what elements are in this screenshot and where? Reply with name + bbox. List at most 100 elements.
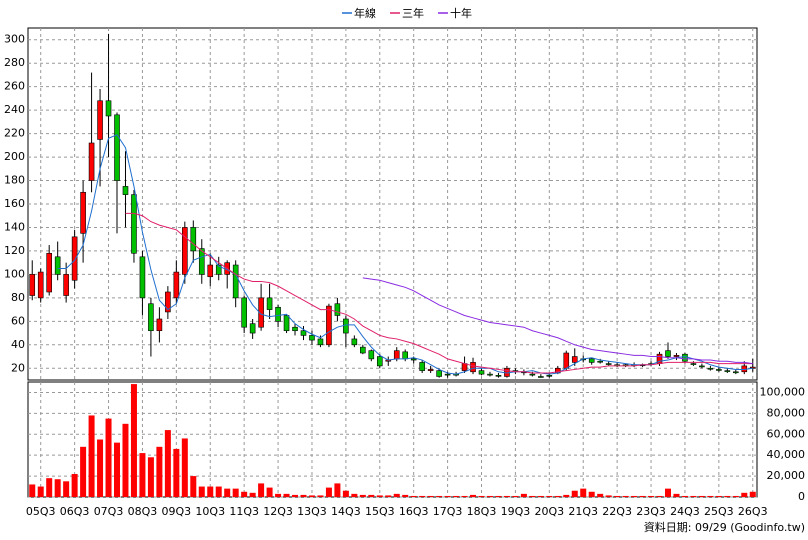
candle-body [80,191,86,234]
candle-body [733,371,739,374]
ma-line [125,212,753,374]
y-tick-label: 260 [4,80,25,93]
candle-body [376,356,383,367]
candle-body [682,353,688,362]
candle-body [97,100,103,140]
x-tick-label: 09Q3 [162,505,192,518]
volume-bar [139,453,146,497]
volume-bar [232,488,239,497]
volume-bar [554,495,561,497]
y-tick-label: 60 [11,314,25,327]
volume-bar [495,495,502,497]
x-tick-label: 19Q3 [501,505,531,518]
candle-body [334,303,341,316]
volume-bar [105,418,112,497]
y2-tick-label: 0 [798,490,805,503]
volume-bar [419,495,426,497]
volume-bar [470,494,477,497]
volume-bar [266,487,273,497]
x-tick-label: 17Q3 [433,505,463,518]
y2-tick-label: 20,000 [767,469,806,482]
y2-tick-label: 40,000 [767,448,806,461]
candle-body [707,367,714,370]
candle-body [351,338,358,346]
volume-bar [444,495,451,497]
volume-bar [664,488,671,497]
volume-bar [300,494,307,497]
candle-body [139,256,146,299]
candle-body [605,363,612,365]
candle-body [122,186,129,195]
y2-tick-label: 60,000 [767,427,806,440]
candle-body [114,114,120,181]
candle-body [37,271,44,299]
x-tick-label: 15Q3 [365,505,395,518]
y-tick-label: 100 [4,267,25,280]
volume-bar [461,495,468,497]
candle-body [529,373,536,376]
volume-bar [190,476,197,497]
candle-body [699,365,705,368]
y-tick-label: 180 [4,174,25,187]
candle-body [266,297,273,310]
volume-bar [122,423,129,497]
candle-body [232,264,239,299]
y-tick-label: 80 [11,291,25,304]
y-tick-label: 120 [4,244,25,257]
x-tick-label: 21Q3 [568,505,598,518]
x-tick-label: 24Q3 [670,505,700,518]
volume-bar [563,494,570,497]
candle-body [275,306,281,322]
candle-body [487,373,493,376]
volume-bar [707,495,714,497]
volume-bar [37,486,44,497]
volume-bar [546,495,553,497]
volume-bar [325,487,332,497]
candle-body [419,362,425,371]
volume-bar [342,490,349,497]
volume-bar [181,438,188,497]
y-tick-label: 300 [4,33,25,46]
candle-body [46,252,52,293]
volume-bar [681,495,688,497]
volume-bar [156,446,163,497]
candle-body [470,362,476,373]
candle-body [54,256,61,275]
candle-body [241,297,247,328]
volume-bar [334,483,341,497]
volume-bar [503,495,510,497]
volume-bar [410,495,417,497]
volume-bar [631,495,638,497]
candle-body [131,194,137,254]
y-tick-label: 20 [11,361,25,374]
x-tick-label: 16Q3 [399,505,429,518]
x-tick-label: 05Q3 [26,505,56,518]
volume-bar [605,495,612,497]
candle-body [317,338,324,346]
volume-bar [258,483,265,497]
candle-body [29,274,36,296]
candle-body [571,356,578,363]
volume-bar [376,495,383,497]
volume-bar [698,495,705,497]
y-tick-label: 160 [4,197,25,210]
candle-body [173,271,180,299]
candle-body [427,369,434,371]
candle-body [402,351,409,360]
x-tick-label: 25Q3 [704,505,734,518]
volume-bar [486,495,493,497]
candle-body [105,100,112,117]
candle-body [309,335,315,341]
candle-body [436,370,442,377]
x-tick-label: 07Q3 [94,505,124,518]
volume-bar [173,448,180,497]
volume-bar [80,446,87,497]
volume-bar [715,495,722,497]
legend-label: 年線 [354,6,376,20]
volume-bar [249,492,256,497]
volume-bar [639,495,646,497]
x-tick-label: 26Q3 [738,505,768,518]
candle-body [690,363,697,365]
x-tick-label: 18Q3 [467,505,497,518]
